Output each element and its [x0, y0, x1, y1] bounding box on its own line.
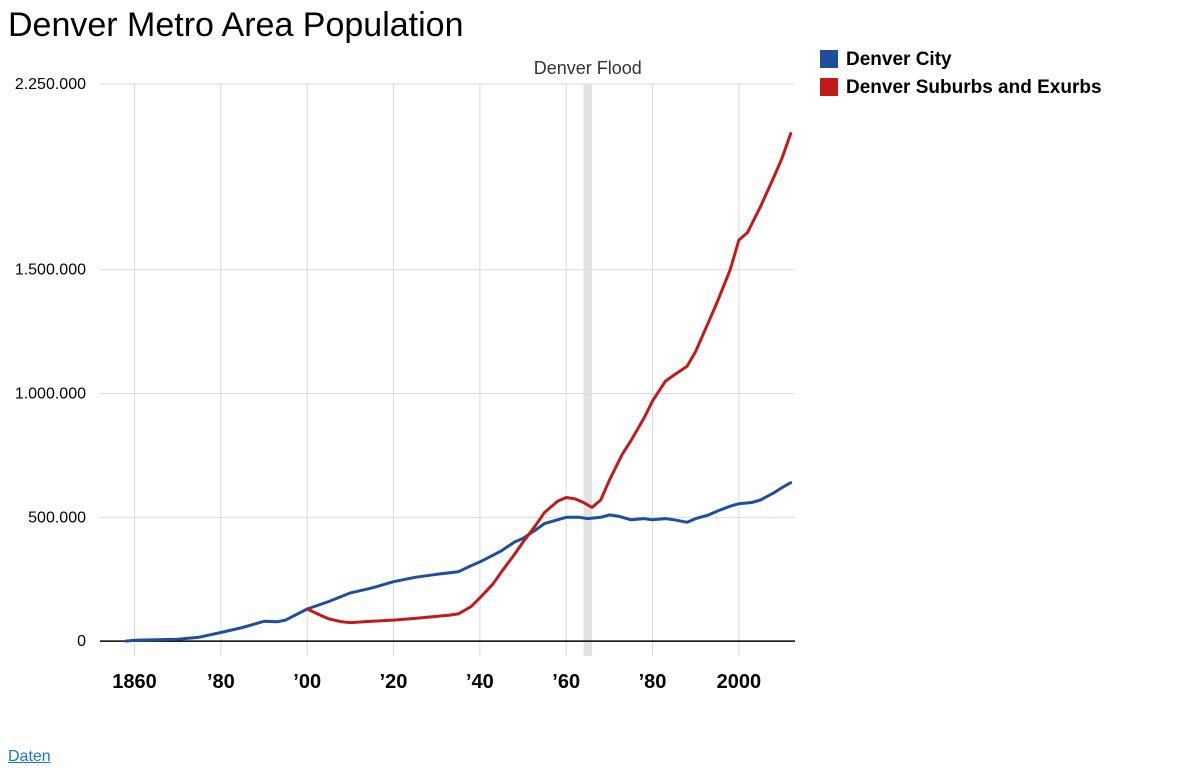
y-tick-label: 1.000.000: [15, 386, 86, 403]
legend-swatch: [820, 50, 838, 68]
chart-container: 0 500.000 1.000.000 1.500.000 2.250.000 1860 ’…: [0, 48, 1180, 738]
y-tick-label: 2.250.000: [15, 76, 86, 93]
x-tick-label: 2000: [717, 671, 762, 693]
annotation-label: Denver Flood: [534, 58, 642, 78]
chart-title: Denver Metro Area Population: [8, 6, 463, 45]
data-link[interactable]: Daten: [8, 748, 51, 766]
x-tick-label: ’60: [552, 671, 580, 693]
x-tick-label: ’80: [639, 671, 667, 693]
x-tick-label: 1860: [112, 671, 157, 693]
series-line: [307, 134, 791, 623]
legend-label: Denver Suburbs and Exurbs: [846, 77, 1102, 98]
x-tick-label: ’20: [380, 671, 408, 693]
x-tick-label: ’80: [207, 671, 235, 693]
series-line: [126, 483, 791, 641]
y-tick-label: 1.500.000: [15, 262, 86, 279]
legend-label: Denver City: [846, 49, 952, 70]
x-tick-label: ’00: [293, 671, 321, 693]
legend-swatch: [820, 78, 838, 96]
y-tick-label: 0: [77, 633, 86, 650]
y-tick-label: 500.000: [28, 509, 86, 526]
chart-svg: 0 500.000 1.000.000 1.500.000 2.250.000 1860 ’…: [0, 48, 1180, 738]
page: Denver Metro Area Population 0 500.000 1.0…: [0, 0, 1180, 780]
x-tick-label: ’40: [466, 671, 494, 693]
annotation-band: [583, 84, 592, 656]
